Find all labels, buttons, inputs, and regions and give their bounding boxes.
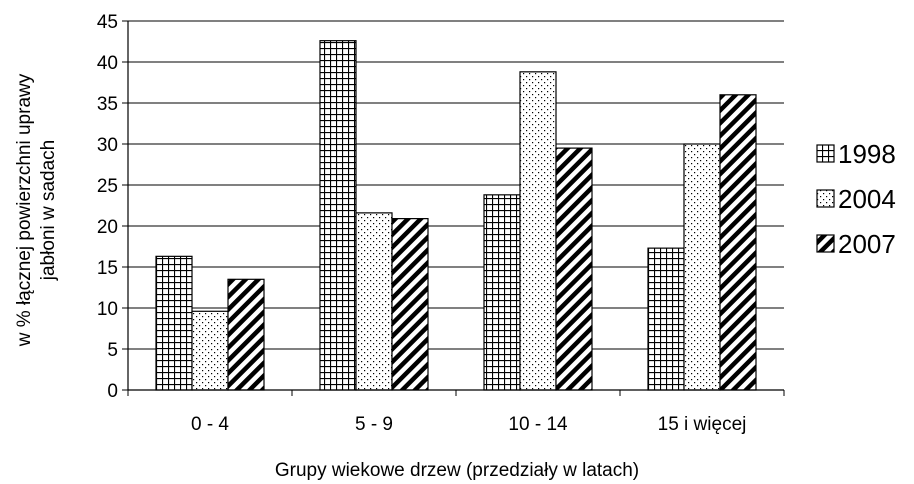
y-tick-label: 40 bbox=[97, 53, 118, 74]
legend-swatch-2007 bbox=[816, 234, 835, 253]
legend-swatch-2004 bbox=[816, 189, 835, 208]
x-tick-label: 15 i więcej bbox=[658, 414, 747, 435]
legend-label-1998: 1998 bbox=[838, 139, 896, 169]
bar-1998-5-9 bbox=[319, 40, 357, 391]
y-axis-title-line-1: w % łącznej powierzchni uprawy bbox=[14, 73, 35, 347]
y-tick-label: 45 bbox=[97, 12, 118, 33]
y-tick-label: 15 bbox=[97, 258, 118, 279]
bar-2007-5-9 bbox=[391, 218, 429, 391]
y-tick-label: 35 bbox=[97, 94, 118, 115]
x-tick-label: 0 - 4 bbox=[191, 414, 229, 435]
y-tick-label: 20 bbox=[97, 217, 118, 238]
legend-label-2004: 2004 bbox=[838, 184, 896, 214]
x-category-labels: 0 - 4 5 - 9 10 - 14 15 i więcej bbox=[191, 414, 746, 435]
bar-2004-15-i-wi-cej bbox=[683, 143, 721, 391]
bar-1998-15-i-wi-cej bbox=[647, 247, 685, 391]
bar-2004-10-14 bbox=[519, 71, 557, 391]
y-tick-label: 5 bbox=[107, 340, 118, 361]
y-axis-title-line-2: jabłoni w sadach bbox=[38, 140, 59, 281]
axes bbox=[122, 20, 785, 396]
bar-2007-0-4 bbox=[227, 278, 265, 391]
y-tick-label: 30 bbox=[97, 135, 118, 156]
y-axis-title: w % łącznej powierzchni uprawy jabłoni w… bbox=[14, 73, 59, 347]
bar-2007-10-14 bbox=[555, 147, 593, 391]
legend-label-2007: 2007 bbox=[838, 229, 896, 259]
y-tick-label: 10 bbox=[97, 299, 118, 320]
bar-2004-5-9 bbox=[355, 212, 393, 391]
y-tick-labels: 0 5 10 15 20 25 30 35 40 45 bbox=[97, 12, 118, 402]
bar-2007-15-i-wi-cej bbox=[719, 94, 757, 391]
bar-2004-0-4 bbox=[191, 310, 229, 391]
bars bbox=[155, 40, 757, 391]
bar-1998-0-4 bbox=[155, 255, 193, 391]
x-tick-label: 10 - 14 bbox=[508, 414, 568, 435]
bar-1998-10-14 bbox=[483, 194, 521, 391]
legend: 1998 2004 2007 bbox=[816, 139, 896, 259]
x-tick-label: 5 - 9 bbox=[355, 414, 393, 435]
y-tick-label: 0 bbox=[107, 381, 118, 402]
x-axis-title: Grupy wiekowe drzew (przedziały w latach… bbox=[275, 460, 639, 481]
y-tick-label: 25 bbox=[97, 176, 118, 197]
legend-swatch-1998 bbox=[816, 144, 835, 163]
